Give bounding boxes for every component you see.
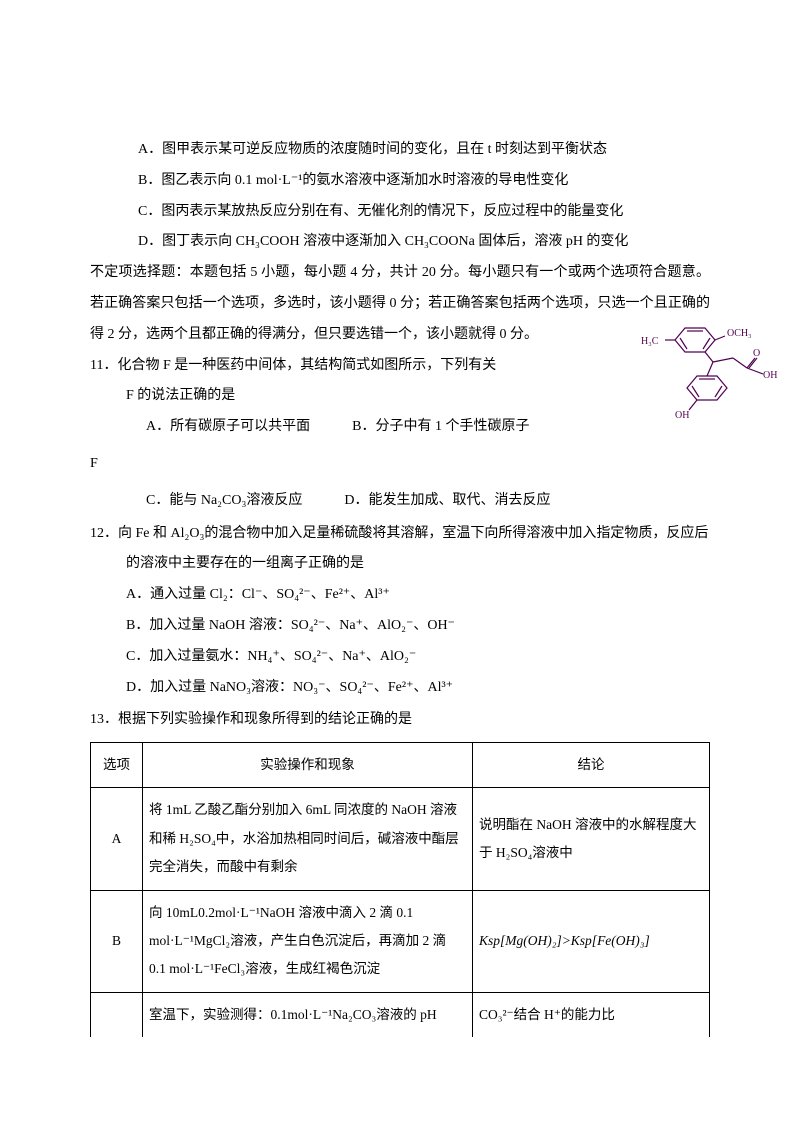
cell-conclusion: Ksp[Mg(OH)₂]>Ksp[Fe(OH)₃]: [473, 890, 710, 992]
q11-options-ab: A．所有碳原子可以共平面 B．分子中有 1 个手性碳原子: [90, 412, 710, 443]
cell-experiment: 室温下，实验测得：0.1mol·L⁻¹Na₂CO₃溶液的 pH: [143, 992, 473, 1037]
q12-option-b: B．加入过量 NaOH 溶液：SO₄²⁻、Na⁺、AlO₂⁻、OH⁻: [90, 611, 710, 642]
cell-option: [91, 992, 143, 1037]
cell-conclusion: CO₃²⁻结合 H⁺的能力比: [473, 992, 710, 1037]
q10-option-b: B．图乙表示向 0.1 mol·L⁻¹的氨水溶液中逐渐加水时溶液的导电性变化: [90, 166, 710, 197]
q10-option-d: D．图丁表示向 CH₃COOH 溶液中逐渐加入 CH₃COONa 固体后，溶液 …: [90, 227, 710, 258]
q12-option-a: A．通入过量 Cl₂：Cl⁻、SO₄²⁻、Fe²⁺、Al³⁺: [90, 580, 710, 611]
q13-table: 选项 实验操作和现象 结论 A 将 1mL 乙酸乙酯分别加入 6mL 同浓度的 …: [90, 742, 710, 1037]
q11-f-label: F: [90, 449, 710, 480]
table-row: 室温下，实验测得：0.1mol·L⁻¹Na₂CO₃溶液的 pH CO₃²⁻结合 …: [91, 992, 710, 1037]
q11-stem-line1: 11．化合物 F 是一种医药中间体，其结构简式如图所示，下列有关: [90, 351, 710, 382]
q13-stem: 13．根据下列实验操作和现象所得到的结论正确的是: [90, 705, 710, 736]
cell-option: B: [91, 890, 143, 992]
svg-text:H₃C: H₃C: [641, 336, 659, 347]
q11-options-cd: C．能与 Na₂CO₃溶液反应 D．能发生加成、取代、消去反应: [90, 486, 710, 517]
svg-text:OH: OH: [675, 410, 689, 421]
table-row: A 将 1mL 乙酸乙酯分别加入 6mL 同浓度的 NaOH 溶液和稀 H₂SO…: [91, 788, 710, 890]
header-option: 选项: [91, 743, 143, 788]
q10-option-a: A．图甲表示某可逆反应物质的浓度随时间的变化，且在 t 时刻达到平衡状态: [90, 135, 710, 166]
molecule-structure-f: OCH₃ H₃C O OH OH: [625, 318, 780, 428]
header-conclusion: 结论: [473, 743, 710, 788]
cell-conclusion: 说明酯在 NaOH 溶液中的水解程度大于 H₂SO₄溶液中: [473, 788, 710, 890]
q12-stem: 12．向 Fe 和 Al₂O₃的混合物中加入足量稀硫酸将其溶解，室温下向所得溶液…: [90, 519, 710, 581]
header-experiment: 实验操作和现象: [143, 743, 473, 788]
q12-option-d: D．加入过量 NaNO₃溶液：NO₃⁻、SO₄²⁻、Fe²⁺、Al³⁺: [90, 673, 710, 704]
q11-stem-line2: F 的说法正确的是: [90, 381, 710, 412]
q12-option-c: C．加入过量氨水：NH₄⁺、SO₄²⁻、Na⁺、AlO₂⁻: [90, 642, 710, 673]
svg-text:OH: OH: [763, 370, 777, 381]
table-row: B 向 10mL0.2mol·L⁻¹NaOH 溶液中滴入 2 滴 0.1 mol…: [91, 890, 710, 992]
cell-experiment: 将 1mL 乙酸乙酯分别加入 6mL 同浓度的 NaOH 溶液和稀 H₂SO₄中…: [143, 788, 473, 890]
section-instructions: 不定项选择题：本题包括 5 小题，每小题 4 分，共计 20 分。每小题只有一个…: [90, 258, 710, 350]
table-header-row: 选项 实验操作和现象 结论: [91, 743, 710, 788]
cell-option: A: [91, 788, 143, 890]
cell-experiment: 向 10mL0.2mol·L⁻¹NaOH 溶液中滴入 2 滴 0.1 mol·L…: [143, 890, 473, 992]
svg-text:O: O: [753, 348, 760, 359]
q10-option-c: C．图丙表示某放热反应分别在有、无催化剂的情况下，反应过程中的能量变化: [90, 197, 710, 228]
svg-text:OCH₃: OCH₃: [727, 328, 752, 339]
